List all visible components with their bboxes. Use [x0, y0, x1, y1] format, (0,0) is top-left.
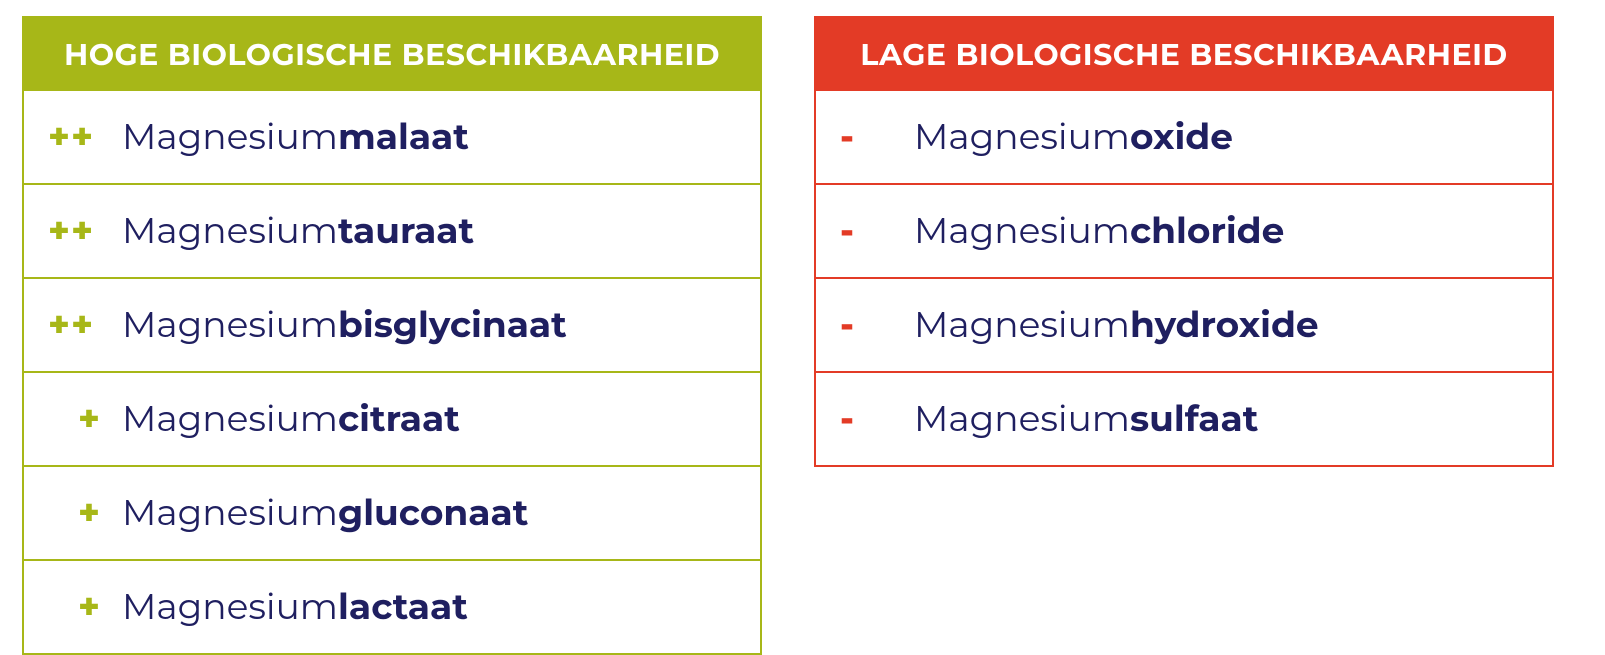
compound-label: Magnesiummalaat: [122, 119, 469, 155]
compound-prefix: Magnesium: [122, 585, 338, 629]
table-row: + Magnesiumlactaat: [24, 559, 760, 653]
table-row: ++ Magnesiumtauraat: [24, 183, 760, 277]
compound-prefix: Magnesium: [914, 115, 1130, 159]
compound-suffix: malaat: [338, 115, 469, 159]
compound-label: Magnesiumbisglycinaat: [122, 307, 567, 343]
compound-suffix: chloride: [1130, 209, 1284, 253]
compound-prefix: Magnesium: [122, 209, 338, 253]
panel-low-bioavailability: LAGE BIOLOGISCHE BESCHIKBAARHEID - Magne…: [814, 16, 1554, 467]
panel-high-header: HOGE BIOLOGISCHE BESCHIKBAARHEID: [24, 18, 760, 89]
table-row: - Magnesiumoxide: [816, 89, 1552, 183]
compound-label: Magnesiumcitraat: [122, 401, 460, 437]
table-row: - Magnesiumhydroxide: [816, 277, 1552, 371]
table-row: - Magnesiumsulfaat: [816, 371, 1552, 465]
panel-high-bioavailability: HOGE BIOLOGISCHE BESCHIKBAARHEID ++ Magn…: [22, 16, 762, 655]
compound-suffix: oxide: [1130, 115, 1233, 159]
rating-marker: ++: [48, 303, 122, 347]
compound-suffix: bisglycinaat: [338, 303, 567, 347]
compound-label: Magnesiumoxide: [914, 119, 1233, 155]
table-row: - Magnesiumchloride: [816, 183, 1552, 277]
rating-marker: -: [840, 397, 914, 441]
table-row: + Magnesiumgluconaat: [24, 465, 760, 559]
table-row: ++ Magnesiummalaat: [24, 89, 760, 183]
rating-marker: ++: [48, 209, 122, 253]
panel-low-header: LAGE BIOLOGISCHE BESCHIKBAARHEID: [816, 18, 1552, 89]
compound-suffix: tauraat: [338, 209, 474, 253]
compound-label: Magnesiumgluconaat: [122, 495, 528, 531]
rating-marker: ++: [48, 115, 122, 159]
compound-prefix: Magnesium: [914, 303, 1130, 347]
rating-marker: +: [48, 491, 122, 535]
compound-prefix: Magnesium: [122, 303, 338, 347]
compound-suffix: hydroxide: [1130, 303, 1319, 347]
compound-label: Magnesiumlactaat: [122, 589, 468, 625]
compound-label: Magnesiumsulfaat: [914, 401, 1258, 437]
compound-suffix: lactaat: [338, 585, 468, 629]
compound-prefix: Magnesium: [914, 397, 1130, 441]
rating-marker: -: [840, 209, 914, 253]
compound-suffix: citraat: [338, 397, 460, 441]
compound-prefix: Magnesium: [122, 115, 338, 159]
compound-suffix: sulfaat: [1130, 397, 1258, 441]
compound-label: Magnesiumchloride: [914, 213, 1284, 249]
compound-label: Magnesiumtauraat: [122, 213, 474, 249]
compound-prefix: Magnesium: [914, 209, 1130, 253]
rating-marker: +: [48, 585, 122, 629]
table-row: + Magnesiumcitraat: [24, 371, 760, 465]
rating-marker: +: [48, 397, 122, 441]
rating-marker: -: [840, 303, 914, 347]
compound-prefix: Magnesium: [122, 397, 338, 441]
compound-prefix: Magnesium: [122, 491, 338, 535]
compound-label: Magnesiumhydroxide: [914, 307, 1319, 343]
comparison-wrap: HOGE BIOLOGISCHE BESCHIKBAARHEID ++ Magn…: [22, 16, 1583, 655]
compound-suffix: gluconaat: [338, 491, 528, 535]
rating-marker: -: [840, 115, 914, 159]
table-row: ++ Magnesiumbisglycinaat: [24, 277, 760, 371]
